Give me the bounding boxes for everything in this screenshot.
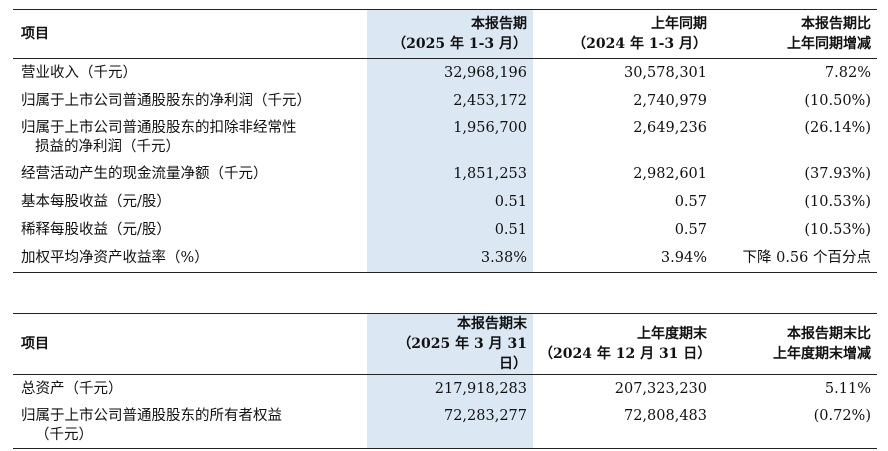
header-prior-title: 上年度期末 <box>637 326 707 342</box>
row-label-line1: 归属于上市公司普通股股东的所有者权益 <box>21 408 282 424</box>
row-change-value: 5.11% <box>824 381 871 397</box>
balance-indicators-table: 项目 本报告期末 （2025 年 3 月 31 日） 上年度期末 （2024 年… <box>13 313 877 449</box>
row-prior-value: 0.57 <box>674 194 707 210</box>
header-prior-period: 上年同期 （2024 年 1-3 月） <box>533 10 713 59</box>
header-change: 本报告期末比 上年度期末增减 <box>713 314 877 375</box>
header-change-line2: 上年度期末增减 <box>773 346 871 362</box>
row-label: 归属于上市公司普通股股东的所有者权益 （千元） <box>13 403 367 449</box>
row-prior-value: 72,808,483 <box>623 408 707 424</box>
table-header-row: 项目 本报告期 （2025 年 1-3 月） 上年同期 （2024 年 1-3 … <box>13 9 877 59</box>
row-label: 经营活动产生的现金流量净额（千元） <box>21 166 268 182</box>
table-header-row: 项目 本报告期末 （2025 年 3 月 31 日） 上年度期末 （2024 年… <box>13 313 877 375</box>
financial-indicators-table: 项目 本报告期 （2025 年 1-3 月） 上年同期 （2024 年 1-3 … <box>13 9 877 273</box>
row-prior-value: 2,982,601 <box>633 166 707 182</box>
table-row: 营业收入（千元） 32,968,196 30,578,301 7.82% <box>13 58 877 87</box>
header-change-line1: 本报告期末比 <box>787 326 871 342</box>
row-current-value: 1,851,253 <box>367 160 533 188</box>
row-change-value: (10.53%) <box>804 194 871 210</box>
header-current-title: 本报告期 <box>471 16 527 32</box>
row-current-value: 1,956,700 <box>367 115 533 160</box>
row-label: 基本每股收益（元/股） <box>21 194 171 210</box>
row-prior-value: 3.94% <box>660 250 707 266</box>
row-label: 营业收入（千元） <box>21 65 137 81</box>
row-label: 总资产（千元） <box>21 381 123 397</box>
row-current-value: 0.51 <box>367 188 533 216</box>
header-change-line2: 上年同期增减 <box>787 36 871 52</box>
row-label: 稀释每股收益（元/股） <box>21 222 171 238</box>
row-label: 归属于上市公司普通股股东的净利润（千元） <box>21 93 311 109</box>
header-current-range: （2025 年 1-3 月） <box>392 36 527 52</box>
row-prior-value: 2,649,236 <box>633 120 707 136</box>
header-item: 项目 <box>21 26 49 42</box>
table-row: 归属于上市公司普通股股东的所有者权益 （千元） 72,283,277 72,80… <box>13 403 877 449</box>
table-row: 归属于上市公司普通股股东的净利润（千元） 2,453,172 2,740,979… <box>13 87 877 115</box>
table-row: 总资产（千元） 217,918,283 207,323,230 5.11% <box>13 374 877 403</box>
row-change-value: 下降 0.56 个百分点 <box>742 250 871 266</box>
row-prior-value: 0.57 <box>674 222 707 238</box>
row-prior-value: 207,323,230 <box>614 381 707 397</box>
row-label-line2: （千元） <box>35 427 93 443</box>
header-change: 本报告期比 上年同期增减 <box>713 10 877 59</box>
header-current-period: 本报告期末 （2025 年 3 月 31 日） <box>367 313 533 375</box>
header-item: 项目 <box>21 336 49 352</box>
header-change-line1: 本报告期比 <box>801 16 871 32</box>
header-prior-range: （2024 年 1-3 月） <box>572 36 707 52</box>
row-current-value: 0.51 <box>367 216 533 244</box>
row-prior-value: 2,740,979 <box>633 93 707 109</box>
row-label: 归属于上市公司普通股股东的扣除非经常性 损益的净利润（千元） <box>13 115 367 160</box>
row-current-value: 3.38% <box>367 244 533 273</box>
header-current-range: （2025 年 3 月 31 日） <box>397 336 527 372</box>
table-row: 基本每股收益（元/股） 0.51 0.57 (10.53%) <box>13 188 877 216</box>
row-change-value: (37.93%) <box>804 166 871 182</box>
row-current-value: 2,453,172 <box>367 87 533 115</box>
row-current-value: 217,918,283 <box>367 374 533 403</box>
row-current-value: 32,968,196 <box>367 58 533 87</box>
row-change-value: 7.82% <box>824 65 871 81</box>
row-prior-value: 30,578,301 <box>623 65 707 81</box>
row-label-line2: 损益的净利润（千元） <box>35 139 180 155</box>
table-row: 稀释每股收益（元/股） 0.51 0.57 (10.53%) <box>13 216 877 244</box>
header-prior-title: 上年同期 <box>651 16 707 32</box>
header-current-title: 本报告期末 <box>457 316 527 332</box>
header-prior-period: 上年度期末 （2024 年 12 月 31 日） <box>533 314 713 375</box>
header-prior-range: （2024 年 12 月 31 日） <box>539 346 712 362</box>
row-label: 加权平均净资产收益率（%） <box>21 250 209 266</box>
row-change-value: (26.14%) <box>804 120 871 136</box>
row-change-value: (10.50%) <box>804 93 871 109</box>
row-change-value: (0.72%) <box>813 408 871 424</box>
table-row: 加权平均净资产收益率（%） 3.38% 3.94% 下降 0.56 个百分点 <box>13 244 877 273</box>
header-current-period: 本报告期 （2025 年 1-3 月） <box>367 9 533 59</box>
table-row: 经营活动产生的现金流量净额（千元） 1,851,253 2,982,601 (3… <box>13 160 877 188</box>
row-label-line1: 归属于上市公司普通股股东的扣除非经常性 <box>21 120 297 136</box>
row-change-value: (10.53%) <box>804 222 871 238</box>
row-current-value: 72,283,277 <box>367 403 533 449</box>
table-row: 归属于上市公司普通股股东的扣除非经常性 损益的净利润（千元） 1,956,700… <box>13 115 877 160</box>
